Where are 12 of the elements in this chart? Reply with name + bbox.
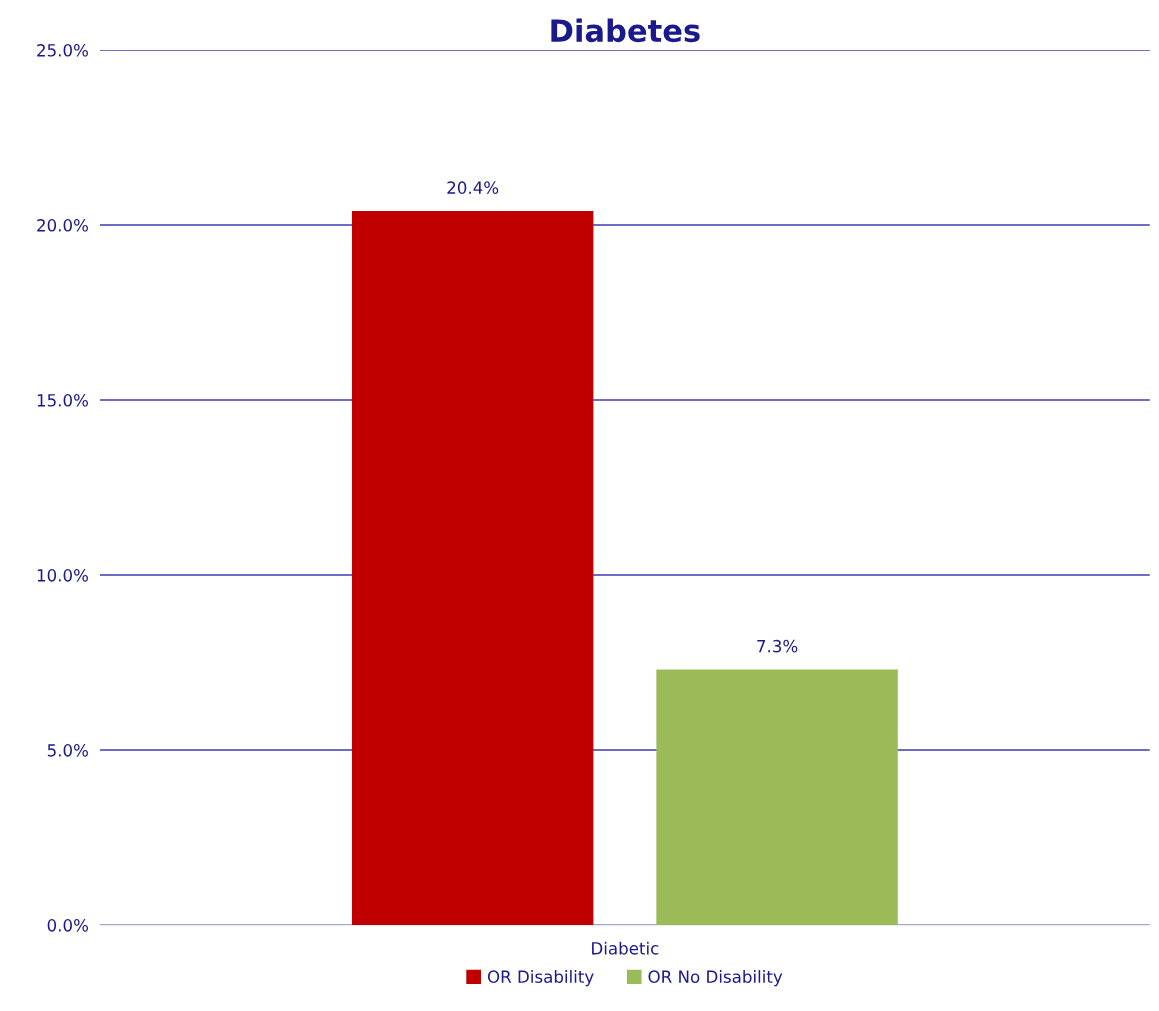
data-label: 7.3% <box>757 639 798 653</box>
chart-title: Diabetes <box>551 18 700 43</box>
y-tick-label: 20.0% <box>37 219 88 232</box>
legend-label: OR No Disability <box>648 970 783 987</box>
x-tick-label: Diabetic <box>592 941 659 955</box>
y-tick-label: 10.0% <box>37 569 88 582</box>
y-tick-label: 0.0% <box>47 919 88 932</box>
y-tick-label: 5.0% <box>47 744 88 757</box>
legend-label: OR Disability <box>487 970 594 987</box>
data-label: 20.4% <box>447 181 499 194</box>
y-tick-label: 25.0% <box>37 44 88 57</box>
y-tick-label: 15.0% <box>37 394 88 407</box>
